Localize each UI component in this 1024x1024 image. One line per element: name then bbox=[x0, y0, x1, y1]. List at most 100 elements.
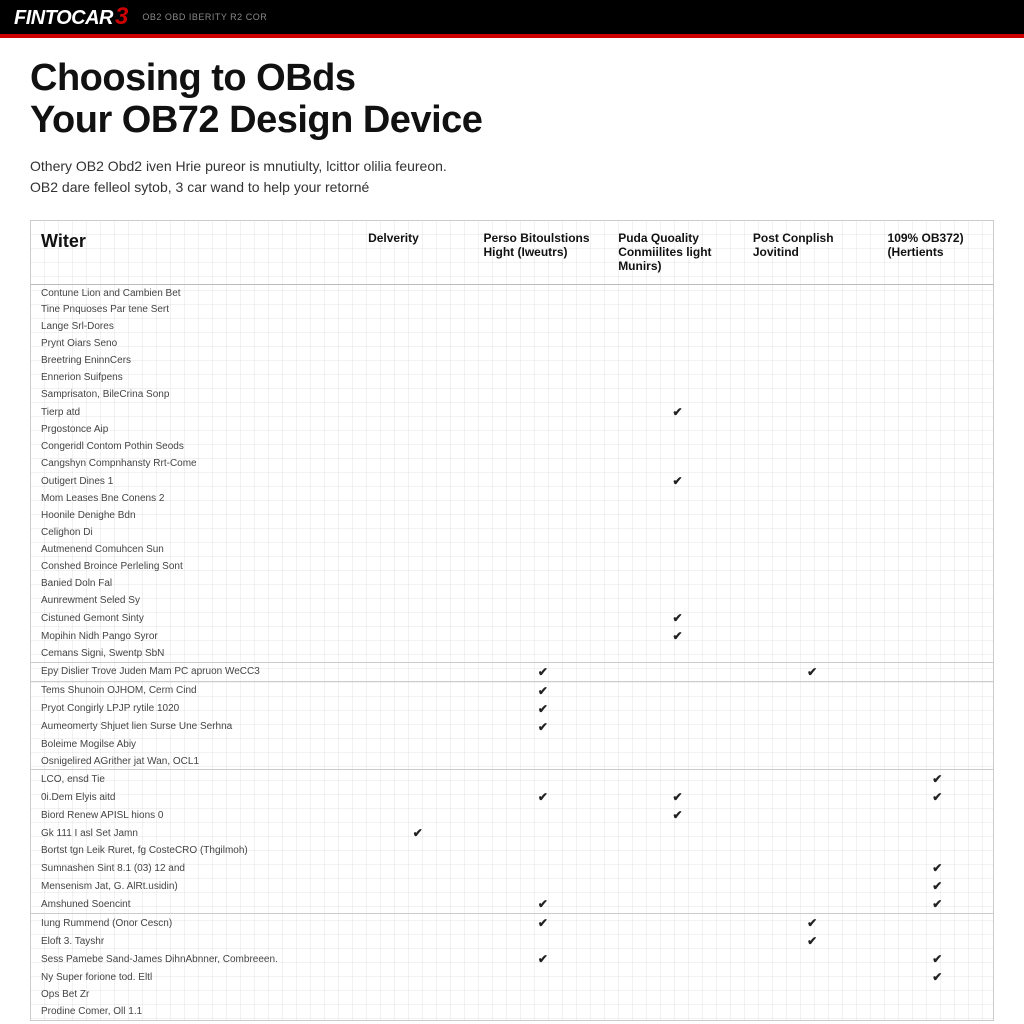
check-cell bbox=[878, 753, 993, 770]
check-cell bbox=[608, 318, 743, 335]
check-cell bbox=[608, 421, 743, 438]
feature-label: Sumnashen Sint 8.1 (03) 12 and bbox=[31, 859, 358, 877]
check-icon: ✔ bbox=[888, 772, 987, 786]
check-cell bbox=[474, 524, 609, 541]
check-cell bbox=[358, 369, 473, 386]
table-row: Gk 111 I asl Set Jamn✔ bbox=[31, 824, 993, 842]
check-icon: ✔ bbox=[618, 405, 737, 419]
check-cell bbox=[743, 421, 878, 438]
check-cell bbox=[474, 968, 609, 986]
table-row: Prgostonce Aip bbox=[31, 421, 993, 438]
check-cell bbox=[358, 575, 473, 592]
check-cell bbox=[608, 932, 743, 950]
check-cell bbox=[608, 490, 743, 507]
check-cell bbox=[878, 662, 993, 681]
check-cell bbox=[474, 806, 609, 824]
check-cell bbox=[743, 968, 878, 986]
check-cell bbox=[474, 1003, 609, 1020]
check-cell bbox=[743, 352, 878, 369]
check-cell bbox=[474, 824, 609, 842]
table-row: Outigert Dines 1✔ bbox=[31, 472, 993, 490]
check-cell bbox=[608, 895, 743, 914]
feature-label: Ops Bet Zr bbox=[31, 986, 358, 1003]
check-cell bbox=[358, 895, 473, 914]
table-row: Tierp atd✔ bbox=[31, 403, 993, 421]
check-cell: ✔ bbox=[878, 788, 993, 806]
check-cell bbox=[358, 806, 473, 824]
check-cell bbox=[358, 438, 473, 455]
check-cell: ✔ bbox=[878, 895, 993, 914]
check-cell bbox=[743, 609, 878, 627]
check-cell bbox=[743, 524, 878, 541]
check-cell bbox=[358, 1003, 473, 1020]
feature-label: Mensenism Jat, G. AlRt.usidin) bbox=[31, 877, 358, 895]
feature-label: Boleime Mogilse Abiy bbox=[31, 736, 358, 753]
check-icon: ✔ bbox=[484, 790, 603, 804]
check-cell bbox=[878, 609, 993, 627]
check-icon: ✔ bbox=[484, 684, 603, 698]
feature-label: Celighon Di bbox=[31, 524, 358, 541]
check-cell bbox=[358, 914, 473, 933]
check-cell bbox=[608, 700, 743, 718]
column-header: Perso Bitoulstions Hight (Iweutrs) bbox=[474, 221, 609, 285]
check-cell bbox=[743, 806, 878, 824]
check-cell bbox=[474, 403, 609, 421]
check-cell bbox=[608, 507, 743, 524]
check-cell: ✔ bbox=[474, 914, 609, 933]
check-cell bbox=[743, 859, 878, 877]
check-cell bbox=[358, 403, 473, 421]
check-cell bbox=[474, 541, 609, 558]
check-cell bbox=[474, 386, 609, 403]
check-cell bbox=[878, 421, 993, 438]
check-cell bbox=[474, 592, 609, 609]
check-cell bbox=[474, 645, 609, 662]
check-cell bbox=[743, 472, 878, 490]
check-cell: ✔ bbox=[743, 914, 878, 933]
check-cell bbox=[474, 438, 609, 455]
check-cell bbox=[743, 753, 878, 770]
table-row: Bortst tgn Leik Ruret, fg CosteCRO (Thgi… bbox=[31, 842, 993, 859]
check-cell bbox=[474, 609, 609, 627]
feature-label: Mopihin Nidh Pango Syror bbox=[31, 627, 358, 645]
check-cell bbox=[878, 403, 993, 421]
check-cell bbox=[358, 627, 473, 645]
table-row: Lange Srl-Dores bbox=[31, 318, 993, 335]
feature-label: LCO, ensd Tie bbox=[31, 770, 358, 789]
feature-label: 0i.Dem Elyis aitd bbox=[31, 788, 358, 806]
check-cell bbox=[608, 718, 743, 736]
feature-label: Biord Renew APISL hions 0 bbox=[31, 806, 358, 824]
check-cell bbox=[743, 541, 878, 558]
brand-header: FINTOCAR 3 OB2 OBD IBERITY R2 COR bbox=[0, 0, 1024, 38]
check-cell: ✔ bbox=[878, 950, 993, 968]
check-cell bbox=[878, 736, 993, 753]
table-row: Cemans Signi, Swentp SbN bbox=[31, 645, 993, 662]
feature-label: Congeridl Contom Pothin Seods bbox=[31, 438, 358, 455]
check-cell: ✔ bbox=[878, 859, 993, 877]
feature-label: Hoonile Denighe Bdn bbox=[31, 507, 358, 524]
page-content: Choosing to OBds Your OB72 Design Device… bbox=[0, 38, 1024, 1021]
table-row: Breetring EninnCers bbox=[31, 352, 993, 369]
feature-label: Outigert Dines 1 bbox=[31, 472, 358, 490]
check-cell bbox=[608, 386, 743, 403]
table-row: Autmenend Comuhcen Sun bbox=[31, 541, 993, 558]
check-cell bbox=[608, 770, 743, 789]
table-row: Mensenism Jat, G. AlRt.usidin)✔ bbox=[31, 877, 993, 895]
check-cell bbox=[474, 753, 609, 770]
check-cell bbox=[474, 490, 609, 507]
check-cell bbox=[608, 824, 743, 842]
check-cell bbox=[358, 950, 473, 968]
feature-label: Epy Dislier Trove Juden Mam PC apruon We… bbox=[31, 662, 358, 681]
check-cell bbox=[474, 318, 609, 335]
check-cell bbox=[358, 700, 473, 718]
table-row: Ny Super forione tod. Eltl✔ bbox=[31, 968, 993, 986]
feature-label: Mom Leases Bne Conens 2 bbox=[31, 490, 358, 507]
check-cell bbox=[878, 472, 993, 490]
check-cell bbox=[358, 877, 473, 895]
table-row: Aumeomerty Shjuet lien Surse Une Serhna✔ bbox=[31, 718, 993, 736]
check-cell bbox=[878, 986, 993, 1003]
check-cell bbox=[608, 369, 743, 386]
feature-label: Breetring EninnCers bbox=[31, 352, 358, 369]
feature-label: Autmenend Comuhcen Sun bbox=[31, 541, 358, 558]
table-row: Ops Bet Zr bbox=[31, 986, 993, 1003]
logo-text: FINTOCAR bbox=[14, 7, 113, 30]
